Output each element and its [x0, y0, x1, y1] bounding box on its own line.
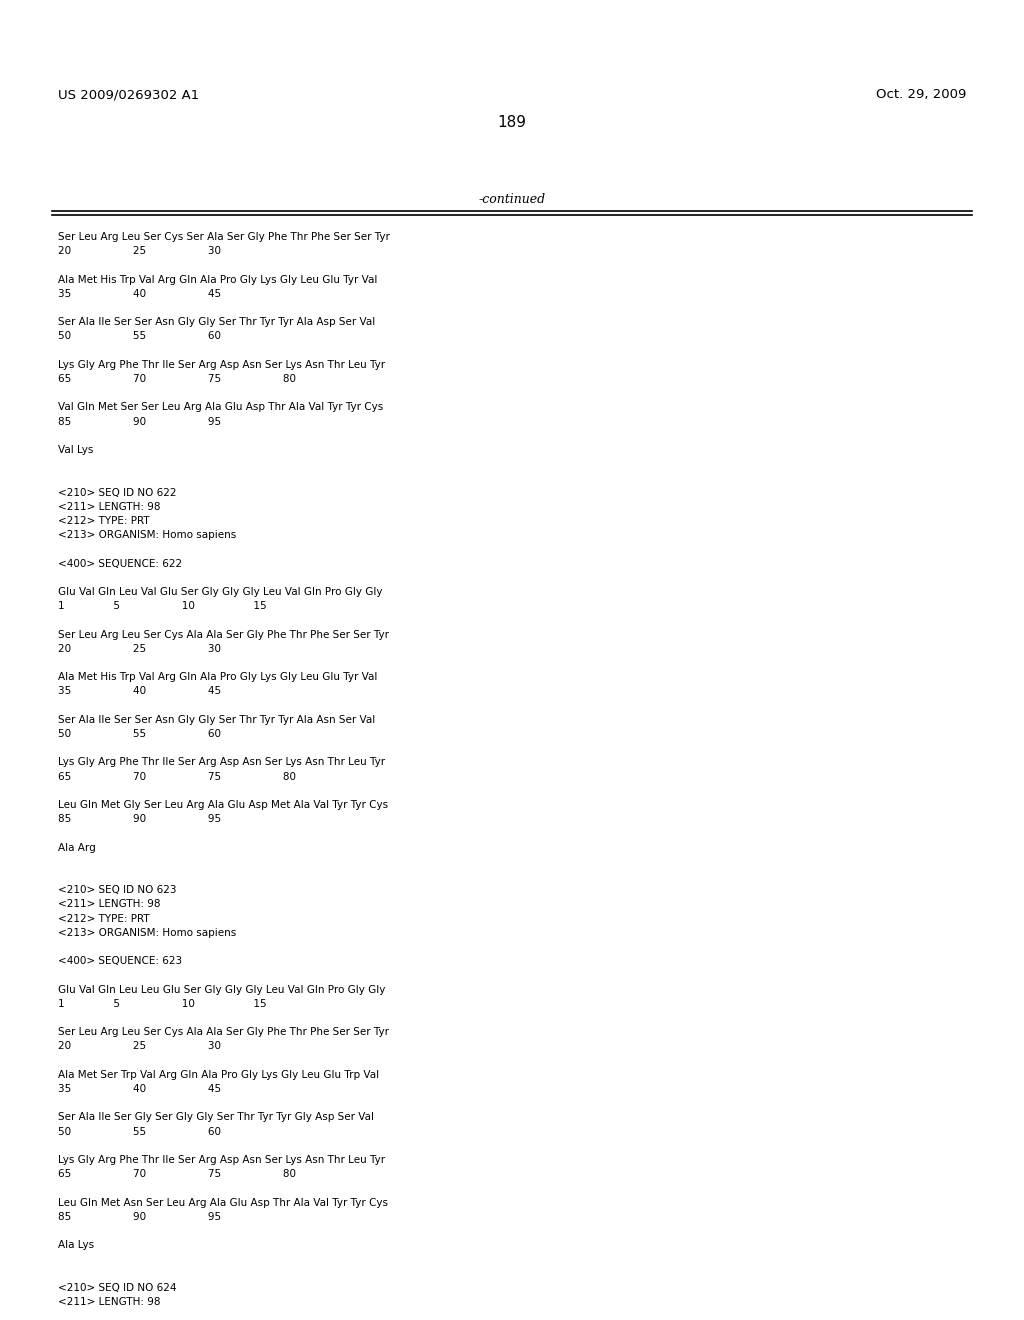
Text: Ser Leu Arg Leu Ser Cys Ala Ala Ser Gly Phe Thr Phe Ser Ser Tyr: Ser Leu Arg Leu Ser Cys Ala Ala Ser Gly …: [58, 630, 389, 640]
Text: Ser Ala Ile Ser Ser Asn Gly Gly Ser Thr Tyr Tyr Ala Asp Ser Val: Ser Ala Ile Ser Ser Asn Gly Gly Ser Thr …: [58, 317, 375, 327]
Text: 20                   25                   30: 20 25 30: [58, 644, 221, 653]
Text: 35                   40                   45: 35 40 45: [58, 686, 221, 697]
Text: <210> SEQ ID NO 622: <210> SEQ ID NO 622: [58, 487, 176, 498]
Text: <400> SEQUENCE: 623: <400> SEQUENCE: 623: [58, 956, 182, 966]
Text: 65                   70                   75                   80: 65 70 75 80: [58, 1170, 296, 1179]
Text: Leu Gln Met Gly Ser Leu Arg Ala Glu Asp Met Ala Val Tyr Tyr Cys: Leu Gln Met Gly Ser Leu Arg Ala Glu Asp …: [58, 800, 388, 810]
Text: Ala Lys: Ala Lys: [58, 1241, 94, 1250]
Text: <211> LENGTH: 98: <211> LENGTH: 98: [58, 899, 161, 909]
Text: 50                   55                   60: 50 55 60: [58, 331, 221, 342]
Text: <400> SEQUENCE: 622: <400> SEQUENCE: 622: [58, 558, 182, 569]
Text: Ser Ala Ile Ser Gly Ser Gly Gly Ser Thr Tyr Tyr Gly Asp Ser Val: Ser Ala Ile Ser Gly Ser Gly Gly Ser Thr …: [58, 1113, 374, 1122]
Text: 35                   40                   45: 35 40 45: [58, 1084, 221, 1094]
Text: Ser Leu Arg Leu Ser Cys Ser Ala Ser Gly Phe Thr Phe Ser Ser Tyr: Ser Leu Arg Leu Ser Cys Ser Ala Ser Gly …: [58, 232, 390, 242]
Text: 85                   90                   95: 85 90 95: [58, 1212, 221, 1222]
Text: 50                   55                   60: 50 55 60: [58, 1126, 221, 1137]
Text: Ala Met Ser Trp Val Arg Gln Ala Pro Gly Lys Gly Leu Glu Trp Val: Ala Met Ser Trp Val Arg Gln Ala Pro Gly …: [58, 1069, 379, 1080]
Text: 50                   55                   60: 50 55 60: [58, 729, 221, 739]
Text: <213> ORGANISM: Homo sapiens: <213> ORGANISM: Homo sapiens: [58, 928, 237, 937]
Text: 20                   25                   30: 20 25 30: [58, 247, 221, 256]
Text: <212> TYPE: PRT: <212> TYPE: PRT: [58, 913, 150, 924]
Text: 35                   40                   45: 35 40 45: [58, 289, 221, 298]
Text: Lys Gly Arg Phe Thr Ile Ser Arg Asp Asn Ser Lys Asn Thr Leu Tyr: Lys Gly Arg Phe Thr Ile Ser Arg Asp Asn …: [58, 1155, 385, 1166]
Text: Glu Val Gln Leu Val Glu Ser Gly Gly Gly Leu Val Gln Pro Gly Gly: Glu Val Gln Leu Val Glu Ser Gly Gly Gly …: [58, 587, 383, 597]
Text: Val Lys: Val Lys: [58, 445, 93, 455]
Text: Ala Arg: Ala Arg: [58, 842, 96, 853]
Text: 1               5                   10                  15: 1 5 10 15: [58, 601, 266, 611]
Text: 65                   70                   75                   80: 65 70 75 80: [58, 772, 296, 781]
Text: Val Gln Met Ser Ser Leu Arg Ala Glu Asp Thr Ala Val Tyr Tyr Cys: Val Gln Met Ser Ser Leu Arg Ala Glu Asp …: [58, 403, 383, 412]
Text: US 2009/0269302 A1: US 2009/0269302 A1: [58, 88, 200, 102]
Text: <211> LENGTH: 98: <211> LENGTH: 98: [58, 1298, 161, 1307]
Text: Leu Gln Met Asn Ser Leu Arg Ala Glu Asp Thr Ala Val Tyr Tyr Cys: Leu Gln Met Asn Ser Leu Arg Ala Glu Asp …: [58, 1197, 388, 1208]
Text: -continued: -continued: [478, 193, 546, 206]
Text: 20                   25                   30: 20 25 30: [58, 1041, 221, 1052]
Text: 65                   70                   75                   80: 65 70 75 80: [58, 374, 296, 384]
Text: Ala Met His Trp Val Arg Gln Ala Pro Gly Lys Gly Leu Glu Tyr Val: Ala Met His Trp Val Arg Gln Ala Pro Gly …: [58, 672, 378, 682]
Text: <210> SEQ ID NO 624: <210> SEQ ID NO 624: [58, 1283, 176, 1292]
Text: <211> LENGTH: 98: <211> LENGTH: 98: [58, 502, 161, 512]
Text: 85                   90                   95: 85 90 95: [58, 417, 221, 426]
Text: <213> ORGANISM: Homo sapiens: <213> ORGANISM: Homo sapiens: [58, 531, 237, 540]
Text: Glu Val Gln Leu Leu Glu Ser Gly Gly Gly Leu Val Gln Pro Gly Gly: Glu Val Gln Leu Leu Glu Ser Gly Gly Gly …: [58, 985, 385, 994]
Text: Lys Gly Arg Phe Thr Ile Ser Arg Asp Asn Ser Lys Asn Thr Leu Tyr: Lys Gly Arg Phe Thr Ile Ser Arg Asp Asn …: [58, 360, 385, 370]
Text: <210> SEQ ID NO 623: <210> SEQ ID NO 623: [58, 886, 176, 895]
Text: <212> TYPE: PRT: <212> TYPE: PRT: [58, 516, 150, 525]
Text: 85                   90                   95: 85 90 95: [58, 814, 221, 824]
Text: Ala Met His Trp Val Arg Gln Ala Pro Gly Lys Gly Leu Glu Tyr Val: Ala Met His Trp Val Arg Gln Ala Pro Gly …: [58, 275, 378, 285]
Text: 189: 189: [498, 115, 526, 129]
Text: Lys Gly Arg Phe Thr Ile Ser Arg Asp Asn Ser Lys Asn Thr Leu Tyr: Lys Gly Arg Phe Thr Ile Ser Arg Asp Asn …: [58, 758, 385, 767]
Text: 1               5                   10                  15: 1 5 10 15: [58, 999, 266, 1008]
Text: Oct. 29, 2009: Oct. 29, 2009: [876, 88, 966, 102]
Text: Ser Ala Ile Ser Ser Asn Gly Gly Ser Thr Tyr Tyr Ala Asn Ser Val: Ser Ala Ile Ser Ser Asn Gly Gly Ser Thr …: [58, 715, 375, 725]
Text: Ser Leu Arg Leu Ser Cys Ala Ala Ser Gly Phe Thr Phe Ser Ser Tyr: Ser Leu Arg Leu Ser Cys Ala Ala Ser Gly …: [58, 1027, 389, 1038]
